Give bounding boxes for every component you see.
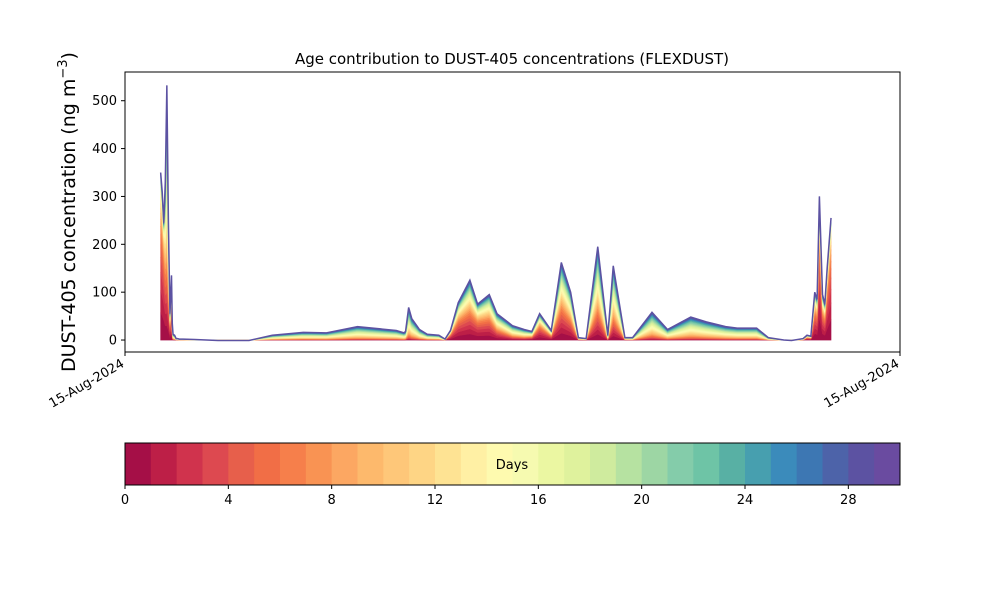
colorbar-tick-label-24: 24 <box>737 493 754 508</box>
colorbar-label: Days <box>496 458 529 473</box>
colorbar-swatch-18 <box>590 443 617 485</box>
colorbar-swatch-25 <box>770 443 798 485</box>
colorbar-swatch-28 <box>848 443 875 485</box>
colorbar-tick-label-0: 0 <box>121 493 129 508</box>
colorbar-swatch-26 <box>796 443 823 485</box>
total-outline <box>159 85 832 342</box>
colorbar-ticks: 0 4 8 12 16 20 24 28 <box>121 485 857 508</box>
colorbar-swatch-1 <box>150 443 178 485</box>
colorbar-swatch-27 <box>822 443 849 485</box>
y-tick-label-500: 500 <box>92 94 117 109</box>
colorbar-swatch-4 <box>228 443 255 485</box>
colorbar-tick-label-20: 20 <box>633 493 650 508</box>
y-tick-label-400: 400 <box>92 142 117 157</box>
y-tick-label-300: 300 <box>92 190 117 205</box>
y-axis-label: DUST-405 concentration (ng m−3) <box>56 52 80 372</box>
colorbar-swatch-14 <box>486 443 513 485</box>
colorbar-swatch-9 <box>357 443 384 485</box>
y-tick-label-0: 0 <box>109 334 117 349</box>
colorbar-swatch-11 <box>409 443 436 485</box>
y-tick-label-200: 200 <box>92 238 117 253</box>
colorbar-swatch-12 <box>435 443 462 485</box>
colorbar-tick-label-16: 16 <box>530 493 547 508</box>
colorbar-tick-label-28: 28 <box>840 493 857 508</box>
colorbar-swatch-6 <box>280 443 307 485</box>
plot-frame <box>124 71 901 353</box>
colorbar-tick-label-8: 8 <box>328 493 336 508</box>
colorbar-swatch-10 <box>383 443 410 485</box>
colorbar-swatch-2 <box>176 443 203 485</box>
colorbar-swatch-20 <box>641 443 668 485</box>
chart-title: Age contribution to DUST-405 concentrati… <box>295 50 729 68</box>
colorbar-swatch-0 <box>125 443 152 485</box>
y-axis-label-close: ) <box>58 52 80 59</box>
colorbar-swatch-17 <box>564 443 591 485</box>
colorbar-swatch-13 <box>460 443 488 485</box>
colorbar-swatch-15 <box>512 443 539 485</box>
colorbar-swatch-21 <box>667 443 694 485</box>
colorbar-swatch-23 <box>719 443 746 485</box>
y-axis: 0 100 200 300 400 500 <box>92 94 125 349</box>
colorbar-swatch-29 <box>874 443 901 485</box>
y-tick-label-100: 100 <box>92 286 117 301</box>
colorbar <box>125 443 901 485</box>
colorbar-frame <box>124 442 901 486</box>
colorbar-swatch-19 <box>615 443 643 485</box>
area-layers <box>159 85 832 342</box>
colorbar-swatch-16 <box>538 443 565 485</box>
colorbar-swatch-3 <box>202 443 229 485</box>
colorbar-swatch-24 <box>745 443 772 485</box>
colorbar-swatch-5 <box>254 443 281 485</box>
colorbar-tick-label-4: 4 <box>224 493 232 508</box>
colorbar-swatch-22 <box>693 443 720 485</box>
y-axis-label-superscript: −3 <box>56 59 71 78</box>
colorbar-swatch-7 <box>305 443 333 485</box>
colorbar-tick-label-12: 12 <box>427 493 444 508</box>
y-axis-label-main: DUST-405 concentration (ng m <box>58 79 80 372</box>
colorbar-swatch-8 <box>331 443 358 485</box>
